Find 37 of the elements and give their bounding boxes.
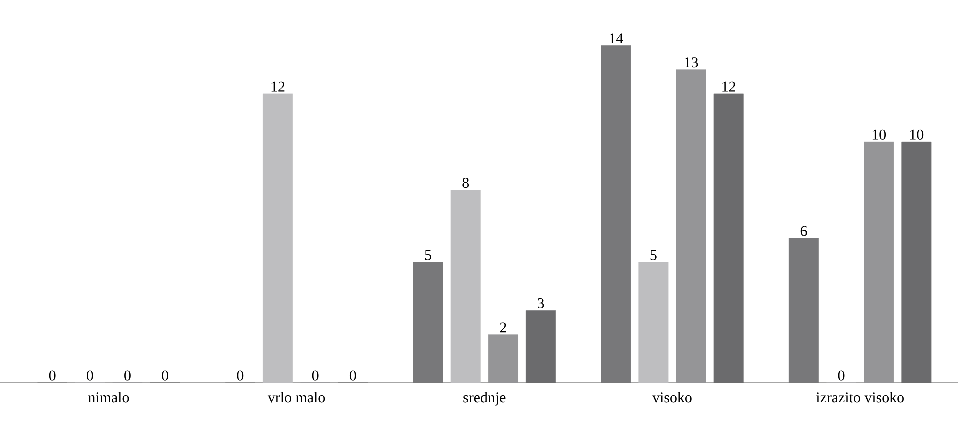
bar bbox=[788, 238, 819, 384]
data-label: 12 bbox=[272, 82, 285, 92]
bar bbox=[638, 262, 669, 384]
data-label: 0 bbox=[86, 370, 94, 381]
data-label: 10 bbox=[872, 130, 886, 140]
bar bbox=[413, 262, 444, 384]
data-label: 0 bbox=[162, 370, 168, 381]
x-tick-label: visoko bbox=[652, 392, 692, 403]
data-label: 12 bbox=[722, 82, 736, 92]
data-label: 5 bbox=[425, 250, 432, 260]
data-label: 0 bbox=[237, 370, 244, 381]
data-label: 0 bbox=[49, 370, 56, 381]
data-label: 10 bbox=[910, 130, 924, 140]
data-label: 0 bbox=[838, 370, 845, 381]
data-label: 3 bbox=[538, 298, 544, 309]
data-label: 14 bbox=[610, 34, 624, 44]
bar bbox=[714, 94, 744, 384]
data-label: 0 bbox=[124, 370, 131, 381]
data-label: 13 bbox=[685, 58, 698, 68]
x-tick-label: srednje bbox=[464, 392, 506, 406]
bar bbox=[450, 190, 481, 384]
x-tick-label: izrazito visoko bbox=[816, 392, 904, 403]
data-label: 5 bbox=[650, 250, 657, 260]
bar bbox=[676, 70, 706, 384]
data-label: 6 bbox=[800, 226, 808, 236]
x-tick-label: nimalo bbox=[88, 392, 130, 403]
bar bbox=[864, 142, 894, 384]
bar bbox=[902, 142, 932, 384]
data-label: 0 bbox=[312, 370, 319, 381]
data-label: 2 bbox=[500, 322, 506, 333]
bar bbox=[601, 46, 632, 384]
bar bbox=[526, 310, 556, 384]
data-label: 8 bbox=[462, 178, 470, 188]
bar bbox=[488, 334, 518, 384]
bar bbox=[263, 94, 293, 384]
data-label: 0 bbox=[350, 370, 356, 381]
x-tick-label: vrlo malo bbox=[268, 392, 326, 403]
